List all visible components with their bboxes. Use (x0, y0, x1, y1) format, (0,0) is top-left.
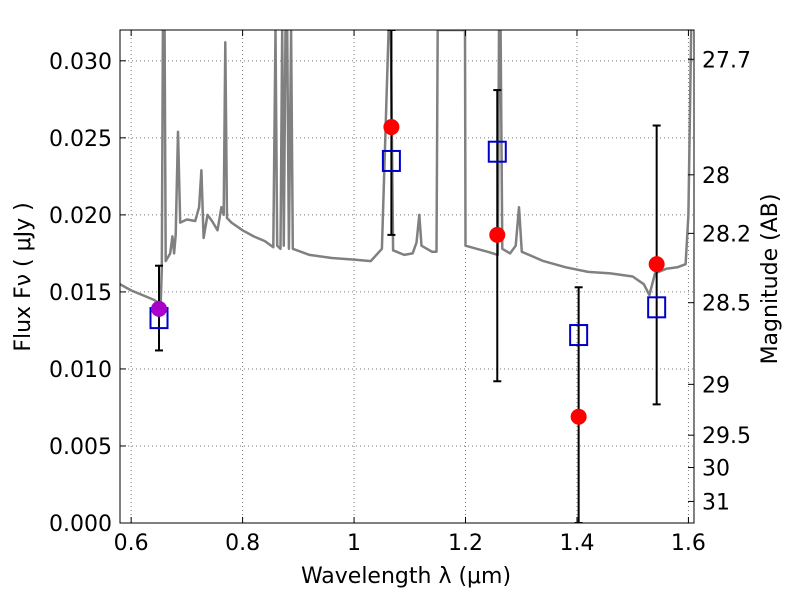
model-point-4 (647, 296, 667, 319)
right-tick-label-5: 29.5 (702, 424, 751, 449)
tick-layer: 0.6 0.8 1 1.2 1.4 1.6 0.000 0.005 0.010 0.015 0.02… (49, 30, 751, 556)
plot-data-layer (120, 30, 693, 523)
right-tick-label-2: 28.2 (702, 222, 751, 247)
right-tick-label-7: 31 (702, 490, 730, 515)
model-spectrum-line (120, 30, 693, 306)
model-point-3 (569, 324, 589, 347)
observed-point-3 (570, 408, 587, 425)
right-tick-label-0: 27.7 (702, 48, 751, 73)
right-tick-label-4: 29 (702, 373, 730, 398)
y-tick-label-4: 0.020 (49, 204, 112, 229)
x-tick-label-3: 1.2 (448, 531, 483, 556)
y-tick-label-6: 0.030 (49, 50, 112, 75)
y-tick-label-1: 0.005 (49, 435, 112, 460)
x-axis-label: Wavelength λ (μm) (301, 564, 511, 589)
observed-point-4 (648, 256, 665, 273)
observed-point-1 (383, 119, 400, 136)
x-tick-label-4: 1.4 (559, 531, 594, 556)
right-tick-label-3: 28.5 (702, 292, 751, 317)
model-point-1 (381, 149, 401, 172)
y-axis-label-left: Flux Fν ( μJy ) (11, 202, 36, 351)
x-tick-label-5: 1.6 (671, 531, 706, 556)
y-tick-label-2: 0.010 (49, 358, 112, 383)
x-tick-label-1: 0.8 (225, 531, 260, 556)
plot-frame (119, 29, 695, 524)
observed-point-0 (151, 300, 168, 317)
model-point-2 (487, 140, 507, 163)
right-tick-label-1: 28 (702, 164, 730, 189)
y-axis-label-right: Magnitude (AB) (758, 194, 783, 365)
y-tick-label-5: 0.025 (49, 127, 112, 152)
x-tick-label-2: 1 (347, 531, 361, 556)
y-tick-label-0: 0.000 (49, 512, 112, 537)
right-tick-label-6: 30 (702, 457, 730, 482)
y-tick-label-3: 0.015 (49, 281, 112, 306)
observed-point-2 (489, 226, 506, 243)
x-tick-label-0: 0.6 (114, 531, 149, 556)
